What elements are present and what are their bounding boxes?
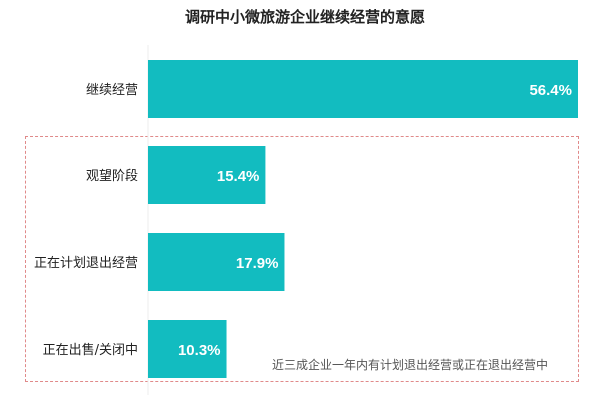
data-label: 56.4% (529, 82, 572, 99)
chart-title: 调研中小微旅游企业继续经营的意愿 (184, 8, 425, 26)
bar (148, 146, 266, 204)
category-label: 观望阶段 (86, 168, 138, 184)
annotation: 近三成企业一年内有计划退出经营或正在退出经营中 (271, 358, 548, 372)
category-label: 正在计划退出经营 (34, 256, 138, 271)
bar (148, 320, 227, 378)
data-label: 15.4% (217, 168, 260, 185)
category-label: 正在出售/关闭中 (43, 342, 138, 358)
data-label: 10.3% (178, 342, 221, 359)
bar (148, 60, 578, 118)
bar (148, 233, 285, 291)
category-label: 继续经营 (86, 83, 138, 98)
data-label: 17.9% (236, 255, 279, 272)
highlight-box (25, 136, 579, 382)
